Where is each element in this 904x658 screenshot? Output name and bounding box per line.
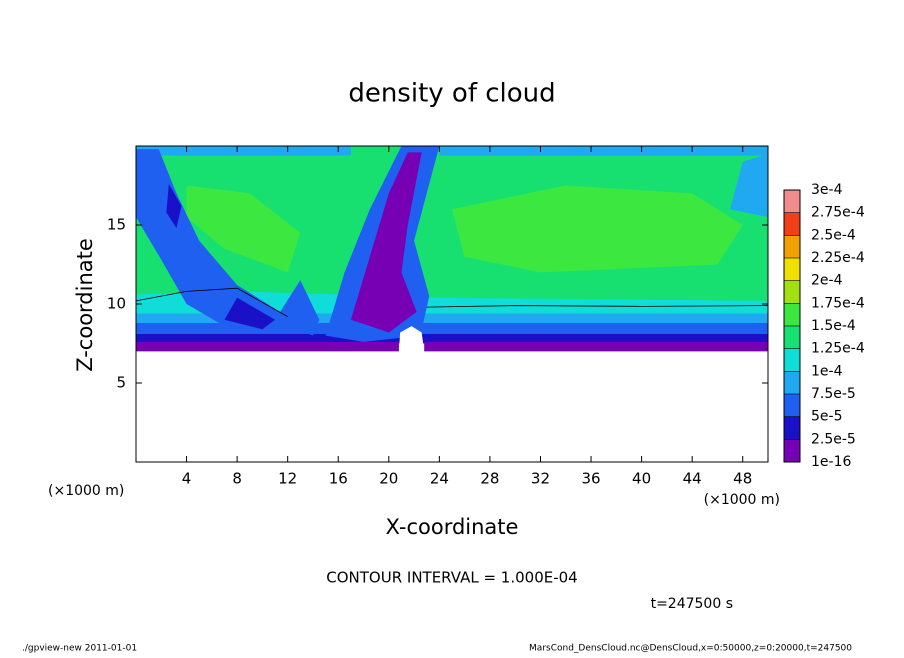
x-tick-label: 32 — [531, 470, 550, 488]
colorbar-tick-label: 2e-4 — [811, 273, 843, 289]
colorbar-bin — [784, 326, 800, 349]
colorbar-tick-label: 1.75e-4 — [811, 295, 865, 311]
colorbar-tick-label: 1e-4 — [811, 363, 843, 379]
x-tick-label: 24 — [430, 470, 449, 488]
chart-title: density of cloud — [348, 79, 555, 109]
field-region — [186, 185, 301, 273]
x-axis-label: X-coordinate — [386, 515, 519, 539]
colorbar-tick-label: 1e-16 — [811, 454, 851, 470]
y-tick-label: 10 — [107, 295, 126, 313]
contour-line — [135, 287, 288, 317]
field-region — [424, 341, 768, 352]
colorbar-tick-label: 1.5e-4 — [811, 318, 856, 334]
field-region — [224, 297, 276, 330]
colorbar-tick-label: 3e-4 — [811, 182, 843, 198]
x-tick-label: 16 — [329, 470, 348, 488]
axes: 4 8 12 16 20 24 28 32 36 40 44 48510151e-162.5e-55e… — [107, 145, 865, 488]
colorbar-bin — [784, 235, 800, 258]
y-tick-label: 15 — [107, 216, 126, 234]
field — [135, 146, 769, 352]
field-region — [730, 153, 768, 218]
footer-right: MarsCond_DensCloud.nc@DensCloud,x=0:5000… — [529, 644, 852, 654]
colorbar-bin — [784, 371, 800, 394]
field-region — [275, 280, 320, 336]
colorbar-tick-label: 2.5e-4 — [811, 227, 856, 243]
time-label: t=247500 s — [651, 596, 733, 612]
colorbar-bin — [784, 439, 800, 462]
y-axis-unit: (×1000 m) — [48, 483, 124, 499]
colorbar-bin — [784, 416, 800, 440]
field-region — [136, 334, 768, 344]
field-region — [439, 146, 768, 156]
x-tick-label: 20 — [379, 470, 398, 488]
x-tick-label: 8 — [232, 470, 242, 488]
x-tick-label: 28 — [480, 470, 499, 488]
x-tick-label: 12 — [278, 470, 297, 488]
y-axis-label: Z-coordinate — [73, 238, 97, 372]
y-tick-label: 5 — [116, 374, 126, 392]
colorbar-bin — [784, 394, 800, 417]
colorbar-tick-label: 7.5e-5 — [811, 386, 856, 402]
colorbar-bin — [784, 258, 800, 281]
footer-left: ./gpview-new 2011-01-01 — [22, 644, 137, 654]
field-region — [136, 146, 351, 156]
x-tick-label: 44 — [683, 470, 702, 488]
colorbar-tick-label: 5e-5 — [811, 409, 842, 425]
field-region — [136, 341, 399, 352]
field-region — [166, 183, 182, 229]
field-region — [350, 152, 422, 333]
colorbar-bin — [784, 190, 800, 213]
colorbar-tick-label: 2.5e-5 — [811, 431, 856, 447]
colorbar-tick-label: 2.75e-4 — [811, 205, 865, 221]
contour-note: CONTOUR INTERVAL = 1.000E-04 — [326, 569, 577, 587]
contour-line — [426, 305, 769, 308]
x-tick-label: 40 — [632, 470, 651, 488]
colorbar-bin — [784, 303, 800, 326]
x-tick-label: 48 — [733, 470, 752, 488]
field-gap — [398, 326, 425, 352]
colorbar-bin — [784, 280, 800, 304]
colorbar-bin — [784, 348, 800, 372]
x-tick-label: 4 — [182, 470, 192, 488]
colorbar-bin — [784, 212, 800, 236]
field-region — [452, 185, 743, 273]
x-axis-unit: (×1000 m) — [704, 492, 780, 508]
colorbar-tick-label: 1.25e-4 — [811, 341, 865, 357]
colorbar-tick-label: 2.25e-4 — [811, 250, 865, 266]
x-tick-label: 36 — [581, 470, 600, 488]
